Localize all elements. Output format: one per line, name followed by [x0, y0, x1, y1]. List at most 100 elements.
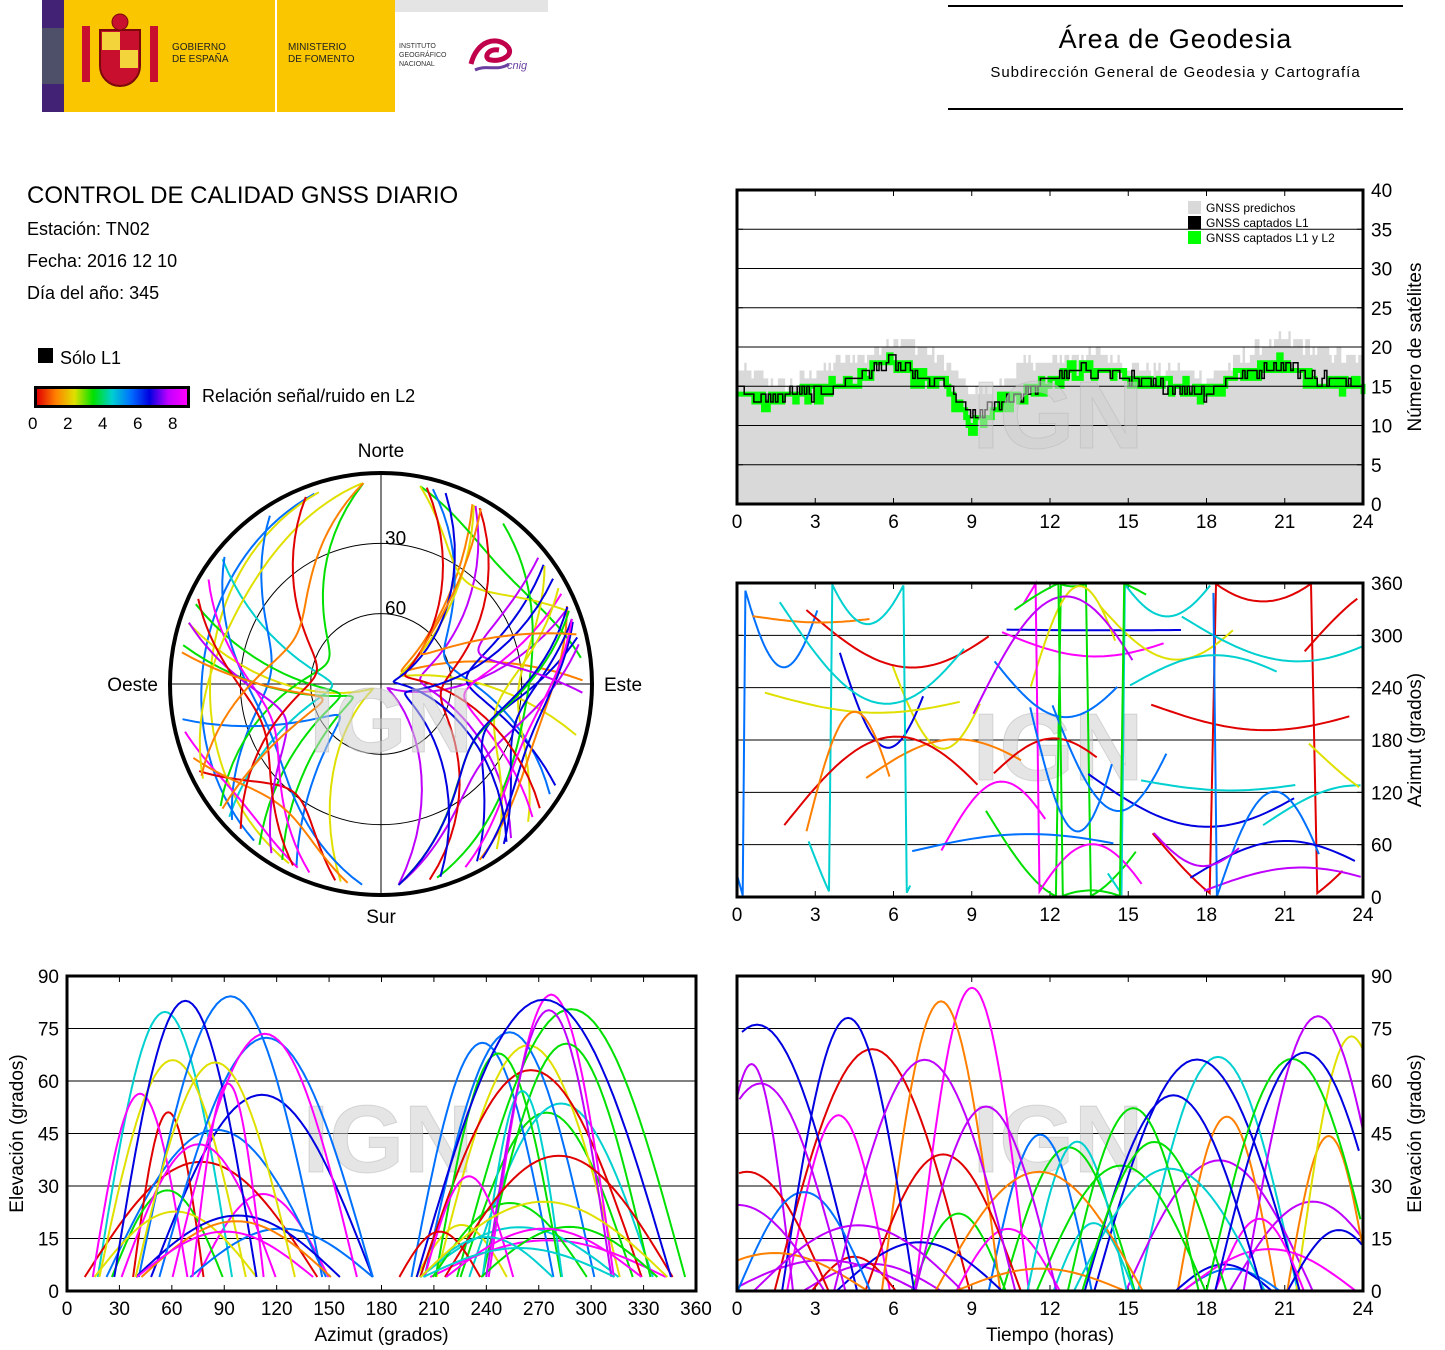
azimuth-time-tracks — [736, 580, 1363, 898]
x-tick-label: 12 — [1039, 905, 1060, 926]
legend-label: GNSS captados L1 — [1206, 216, 1309, 230]
satellite-track — [778, 601, 965, 705]
satellite-track — [1051, 705, 1168, 813]
satellite-track — [445, 1227, 643, 1278]
legend-label: GNSS predichos — [1206, 201, 1295, 215]
x-tick-label: 0 — [62, 1299, 73, 1320]
snr-label: Relación señal/ruido en L2 — [202, 386, 416, 406]
satellite-track — [198, 770, 337, 881]
y-tick-label: 60 — [38, 1072, 59, 1093]
satellite-track — [1286, 1229, 1363, 1292]
satellite-track — [805, 609, 990, 669]
snr-tick: 6 — [133, 414, 143, 433]
satellite-track — [419, 1226, 620, 1278]
satellite-track — [93, 1210, 258, 1278]
satellite-track — [1214, 1051, 1360, 1292]
y-tick-label: 25 — [1371, 299, 1392, 320]
satellite-track — [444, 1154, 674, 1278]
satellite-track — [478, 605, 568, 861]
satellite-track — [940, 780, 1047, 851]
y-tick-label: 60 — [1371, 1072, 1392, 1093]
x-tick-label: 3 — [810, 1299, 821, 1320]
satellite-track — [738, 1259, 920, 1292]
y-tick-label: 90 — [38, 967, 59, 988]
satellite-track — [464, 618, 573, 868]
satellite-track — [134, 1061, 296, 1278]
satellite-track — [1129, 654, 1278, 687]
satellite-track — [477, 557, 583, 694]
skyplot-label-south: Sur — [366, 907, 396, 928]
y-tick-label: 90 — [1371, 967, 1392, 988]
x-tick-label: 120 — [261, 1299, 293, 1320]
x-tick-label: 18 — [1196, 905, 1217, 926]
satellite-track — [419, 1069, 643, 1278]
y-tick-label: 10 — [1371, 417, 1392, 438]
x-tick-label: 21 — [1274, 512, 1295, 533]
satellite-track — [184, 731, 299, 869]
predicted-area — [737, 331, 1363, 504]
logo-block: GOBIERNO DE ESPAÑA MINISTERIO DE FOMENTO… — [42, 0, 548, 112]
skyplot-label-north: Norte — [358, 441, 404, 462]
ministerio-line2: DE FOMENTO — [288, 54, 355, 65]
y-axis-label: Azimut (grados) — [1405, 673, 1426, 807]
satellite-track — [781, 1016, 916, 1292]
skyplot-ring-label: 60 — [385, 599, 406, 620]
satellite-track — [419, 508, 577, 655]
satellite-track — [481, 1042, 652, 1278]
ministerio-line1: MINISTERIO — [288, 42, 347, 53]
satellite-track — [1286, 1134, 1363, 1292]
ign-line1: INSTITUTO — [399, 43, 436, 50]
satellite-track — [786, 1114, 891, 1292]
satellite-track — [431, 1201, 588, 1278]
satellite-track — [493, 587, 560, 850]
satellite-track — [753, 1224, 964, 1292]
x-tick-label: 24 — [1352, 512, 1374, 533]
satellite-track — [1035, 1164, 1207, 1292]
y-tick-label: 0 — [48, 1282, 59, 1303]
x-axis-label: Azimut (grados) — [314, 1325, 448, 1346]
satellite-track — [1295, 1035, 1364, 1292]
satellite-track — [1174, 1263, 1273, 1292]
satellite-track — [1308, 742, 1360, 789]
ign-watermark: IGN — [973, 1086, 1144, 1193]
legend-swatch — [1188, 201, 1201, 214]
ign-line2: GEOGRÁFICO — [399, 52, 447, 59]
x-tick-label: 90 — [214, 1299, 235, 1320]
x-tick-label: 3 — [810, 512, 821, 533]
satellite-track — [934, 1170, 1144, 1292]
y-tick-label: 5 — [1371, 456, 1382, 477]
satellite-track — [838, 652, 925, 749]
satellite-track — [422, 1246, 615, 1278]
satellite-track — [158, 1036, 374, 1278]
satellite-track — [192, 757, 349, 884]
snr-colorbar — [34, 386, 190, 408]
satellite-track — [480, 1225, 659, 1278]
satellite-track — [764, 691, 960, 714]
y-tick-label: 20 — [1371, 338, 1392, 359]
satellite-track — [835, 1241, 1003, 1292]
x-tick-label: 9 — [966, 905, 977, 926]
x-tick-label: 21 — [1274, 1299, 1295, 1320]
satellite-track — [98, 1059, 247, 1278]
satellite-track — [737, 1203, 826, 1292]
divider — [275, 0, 277, 112]
x-tick-label: 210 — [418, 1299, 450, 1320]
satellite-track — [738, 1170, 830, 1292]
satellite-track — [136, 1230, 314, 1278]
satellite-track — [1212, 592, 1320, 897]
satellite-track — [219, 482, 365, 807]
satellite-track — [1242, 1015, 1364, 1292]
satellite-track — [833, 1058, 1017, 1292]
satellite-track — [736, 1063, 794, 1292]
satellite-track — [1006, 628, 1181, 632]
satellite-track — [914, 986, 1030, 1292]
satellite-track — [135, 1214, 341, 1278]
date-label: Fecha: 2016 12 10 — [27, 251, 178, 271]
satellite-track — [463, 593, 563, 818]
satellite-track — [1205, 1057, 1362, 1292]
skyplot-border — [168, 471, 594, 897]
y-tick-label: 300 — [1371, 626, 1403, 647]
satellite-track — [91, 1092, 189, 1278]
satellite-track — [864, 1153, 1022, 1292]
